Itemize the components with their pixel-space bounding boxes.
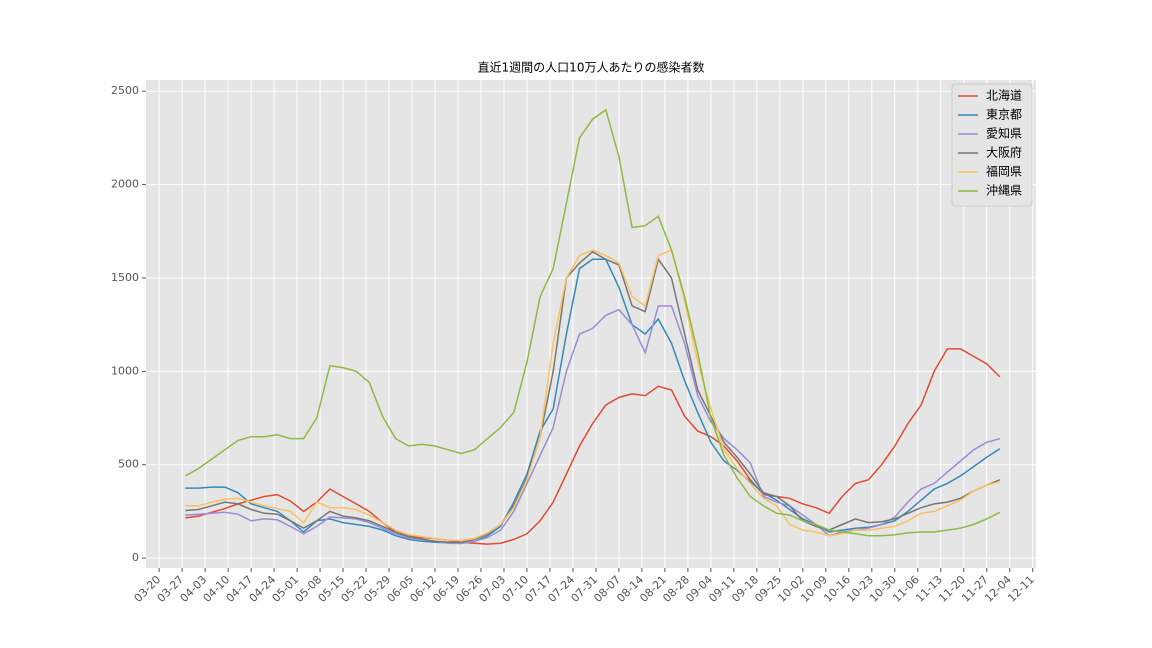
y-tick-label: 500 (118, 458, 139, 471)
series-line (185, 248, 1001, 542)
series-line (185, 258, 1001, 544)
legend-label: 北海道 (986, 88, 1022, 103)
x-tick-label: 12-11 (1005, 573, 1037, 605)
y-tick-label: 2000 (111, 178, 139, 191)
y-tick-label: 2500 (111, 84, 139, 97)
legend-label: 東京都 (986, 108, 1022, 122)
legend-label: 沖縄県 (986, 183, 1022, 198)
series-line (185, 108, 1001, 537)
plot-area (146, 80, 1036, 568)
legend-label: 愛知県 (986, 127, 1022, 141)
chart-title: 直近1週間の人口10万人あたりの感染者数 (478, 60, 705, 75)
series-line (185, 348, 1001, 545)
y-tick-label: 1000 (111, 364, 139, 377)
legend-label: 大阪府 (986, 145, 1022, 160)
series-line (185, 305, 1001, 545)
legend-label: 福岡県 (986, 164, 1022, 179)
series-line (185, 250, 1001, 543)
y-tick-label: 0 (132, 551, 139, 564)
y-tick-label: 1500 (111, 271, 139, 284)
